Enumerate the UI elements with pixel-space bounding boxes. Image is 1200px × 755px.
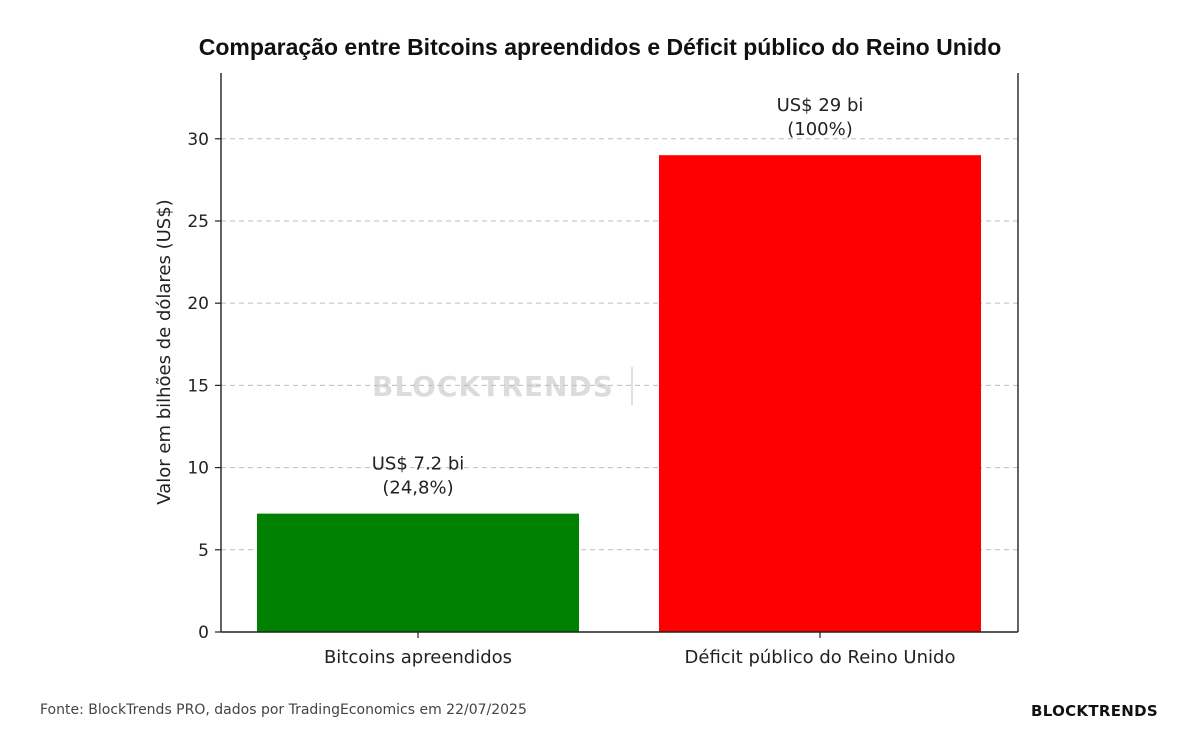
bar	[659, 155, 981, 633]
y-tick-label: 15	[187, 376, 209, 396]
y-axis-label: Valor em bilhões de dólares (US$)	[154, 199, 175, 504]
bar	[257, 513, 579, 632]
y-tick-label: 30	[187, 130, 209, 150]
bars	[257, 155, 981, 633]
x-tick-label: Déficit público do Reino Unido	[685, 647, 956, 668]
y-tick-label: 5	[198, 541, 209, 561]
axes	[215, 73, 1019, 638]
labels: 0 5 10 15 20 25 30 Bitcoins apreendidos US$ 7.2 …	[154, 95, 955, 668]
y-tick-label: 25	[187, 212, 209, 232]
y-tick-label: 10	[187, 459, 209, 479]
watermark-separator	[631, 367, 633, 405]
y-tick-label: 20	[187, 294, 209, 314]
watermark-logo: BLOCKTRENDS	[372, 370, 614, 403]
chart-title: Comparação entre Bitcoins apreendidos e …	[198, 34, 1002, 60]
data-label-percent: (24,8%)	[382, 478, 453, 499]
data-label-value: US$ 7.2 bi	[372, 454, 465, 475]
brand-logo: BLOCKTRENDS	[1031, 702, 1158, 720]
data-label-value: US$ 29 bi	[777, 95, 864, 116]
grid-lines	[221, 138, 1018, 551]
x-tick-label: Bitcoins apreendidos	[324, 647, 512, 668]
source-note: Fonte: BlockTrends PRO, dados por Tradin…	[40, 702, 527, 718]
data-label-percent: (100%)	[787, 119, 853, 140]
y-tick-label: 0	[198, 623, 209, 643]
